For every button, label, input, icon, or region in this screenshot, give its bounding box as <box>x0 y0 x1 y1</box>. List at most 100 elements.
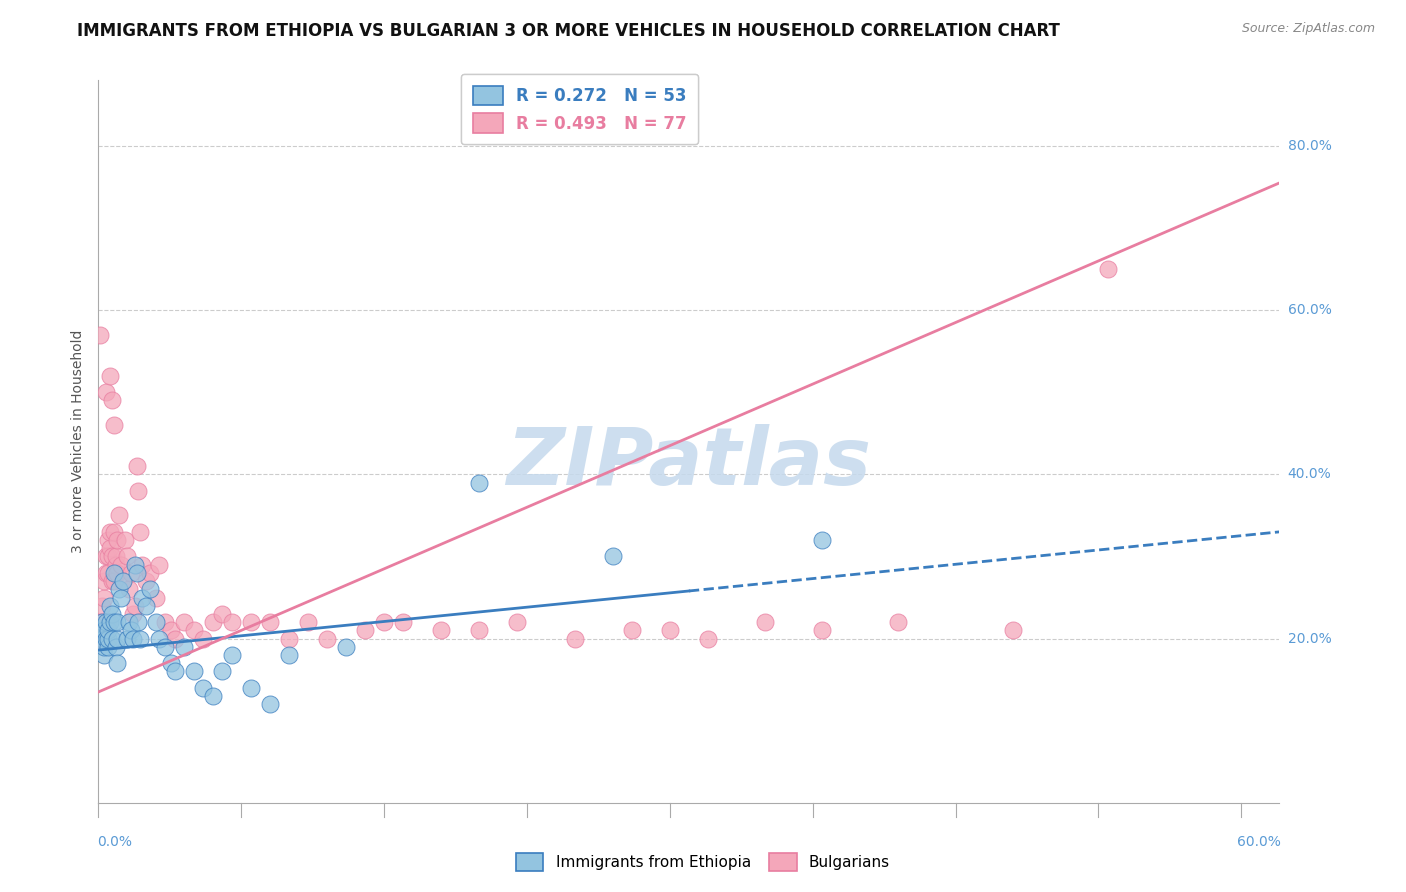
Point <box>183 665 205 679</box>
Y-axis label: 3 or more Vehicles in Household: 3 or more Vehicles in Household <box>72 330 86 553</box>
Point <box>277 648 299 662</box>
Point <box>153 615 176 630</box>
Point <box>91 599 114 613</box>
Point <box>107 566 129 580</box>
Point <box>139 566 162 580</box>
Point <box>98 541 121 556</box>
Point <box>430 624 453 638</box>
Point <box>131 558 153 572</box>
Point <box>159 657 181 671</box>
Point <box>754 615 776 630</box>
Text: ZIPatlas: ZIPatlas <box>506 425 872 502</box>
Point <box>93 624 115 638</box>
Point <box>107 533 129 547</box>
Point <box>108 582 131 597</box>
Point <box>602 549 624 564</box>
Point <box>145 591 167 605</box>
Point <box>173 615 195 630</box>
Text: 60.0%: 60.0% <box>1288 303 1331 318</box>
Point <box>221 615 243 630</box>
Point <box>89 327 111 342</box>
Point <box>115 632 138 646</box>
Point <box>121 632 143 646</box>
Point <box>354 624 377 638</box>
Point <box>697 632 720 646</box>
Point <box>97 566 120 580</box>
Point <box>124 558 146 572</box>
Point <box>564 632 586 646</box>
Point <box>373 615 395 630</box>
Point <box>129 524 152 539</box>
Point <box>148 632 170 646</box>
Point <box>1097 262 1119 277</box>
Point <box>94 566 117 580</box>
Point <box>114 533 136 547</box>
Point <box>93 632 115 646</box>
Point <box>110 558 132 572</box>
Point <box>118 582 141 597</box>
Point <box>163 632 186 646</box>
Point <box>108 508 131 523</box>
Point <box>93 574 115 588</box>
Point <box>135 599 157 613</box>
Point <box>201 689 224 703</box>
Legend: Immigrants from Ethiopia, Bulgarians: Immigrants from Ethiopia, Bulgarians <box>506 844 900 880</box>
Point <box>193 632 215 646</box>
Point <box>103 615 125 630</box>
Point <box>1001 624 1024 638</box>
Point <box>201 615 224 630</box>
Point <box>91 632 114 646</box>
Point <box>107 657 129 671</box>
Point <box>100 549 122 564</box>
Point <box>221 648 243 662</box>
Point <box>153 640 176 654</box>
Point <box>211 665 233 679</box>
Point <box>94 632 117 646</box>
Point <box>91 632 114 646</box>
Point <box>100 607 122 621</box>
Point <box>115 549 138 564</box>
Text: 60.0%: 60.0% <box>1237 835 1281 849</box>
Point <box>110 591 132 605</box>
Point <box>148 558 170 572</box>
Point <box>97 615 120 630</box>
Point <box>100 393 122 408</box>
Text: Source: ZipAtlas.com: Source: ZipAtlas.com <box>1241 22 1375 36</box>
Point <box>93 624 115 638</box>
Text: 0.0%: 0.0% <box>97 835 132 849</box>
Point <box>183 624 205 638</box>
Point <box>316 632 339 646</box>
Point <box>259 698 281 712</box>
Point <box>91 615 114 630</box>
Point <box>97 533 120 547</box>
Point <box>120 624 142 638</box>
Point <box>104 549 127 564</box>
Point <box>239 615 262 630</box>
Point <box>89 632 111 646</box>
Point <box>139 582 162 597</box>
Point <box>112 574 135 588</box>
Point <box>211 607 233 621</box>
Point <box>239 681 262 695</box>
Point <box>97 640 120 654</box>
Point <box>506 615 529 630</box>
Point <box>125 566 148 580</box>
Text: IMMIGRANTS FROM ETHIOPIA VS BULGARIAN 3 OR MORE VEHICLES IN HOUSEHOLD CORRELATIO: IMMIGRANTS FROM ETHIOPIA VS BULGARIAN 3 … <box>77 22 1060 40</box>
Point <box>620 624 643 638</box>
Point <box>97 549 120 564</box>
Point <box>112 574 135 588</box>
Point <box>118 615 141 630</box>
Point <box>103 524 125 539</box>
Point <box>121 607 143 621</box>
Point <box>91 615 114 630</box>
Text: 80.0%: 80.0% <box>1288 139 1331 153</box>
Point <box>135 574 157 588</box>
Point <box>127 483 149 498</box>
Point <box>98 599 121 613</box>
Legend: R = 0.272   N = 53, R = 0.493   N = 77: R = 0.272 N = 53, R = 0.493 N = 77 <box>461 74 699 145</box>
Text: 20.0%: 20.0% <box>1288 632 1331 646</box>
Point <box>127 615 149 630</box>
Point <box>887 615 910 630</box>
Point <box>468 475 491 490</box>
Point <box>91 615 114 630</box>
